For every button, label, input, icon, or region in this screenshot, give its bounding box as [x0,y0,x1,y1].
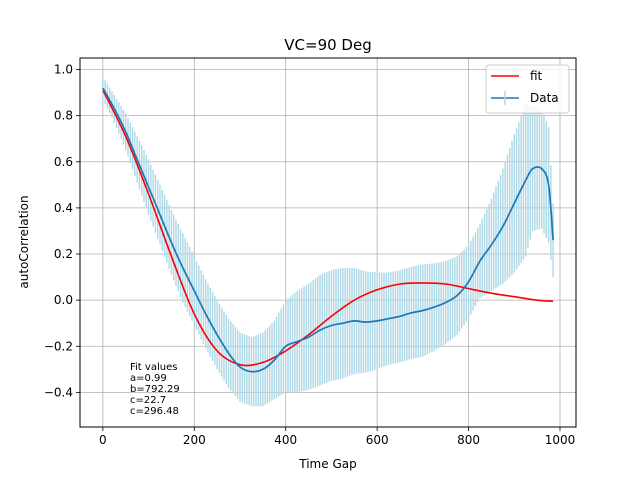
annotation-line: b=792.29 [130,384,180,395]
fit-series-line [102,89,554,367]
annotation-line: Fit values [130,362,177,373]
y-tick-label: 0.4 [54,201,73,215]
plot-frame [79,57,577,428]
y-tick-label: −0.4 [44,385,73,399]
legend-box [485,64,570,114]
x-tick-label: 400 [274,433,297,447]
legend: fit Data [485,64,570,114]
annotation-line: c=22.7 [130,395,166,406]
x-tick-label: 1000 [545,433,576,447]
x-tick-label: 600 [366,433,389,447]
y-tick-label: 0.0 [54,293,73,307]
y-tick-label: −0.2 [44,339,73,353]
axis-ticks: 0 200 400 600 800 1000 −0.4 −0.2 0.0 0.2 0.4 0.6 0.8… [44,63,575,447]
y-axis-label: autoCorrelation [17,195,31,288]
y-tick-label: 0.2 [54,247,73,261]
y-tick-label: 1.0 [54,63,73,77]
y-tick-label: 0.8 [54,109,73,123]
legend-data-label: Data [530,91,559,105]
fit-values-annotation: Fit values a=0.99 b=792.29 c=22.7 c=296.… [130,362,180,417]
x-axis-label: Time Gap [298,457,356,471]
x-tick-label: 0 [99,433,107,447]
series-lines [102,87,554,373]
legend-fit-label: fit [530,69,543,83]
annotation-line: a=0.99 [130,373,167,384]
data-series-line [102,87,554,373]
x-tick-label: 200 [183,433,206,447]
annotation-line: c=296.48 [130,406,179,417]
x-tick-label: 800 [457,433,480,447]
chart-title: VC=90 Deg [284,36,371,54]
y-tick-label: 0.6 [54,155,73,169]
